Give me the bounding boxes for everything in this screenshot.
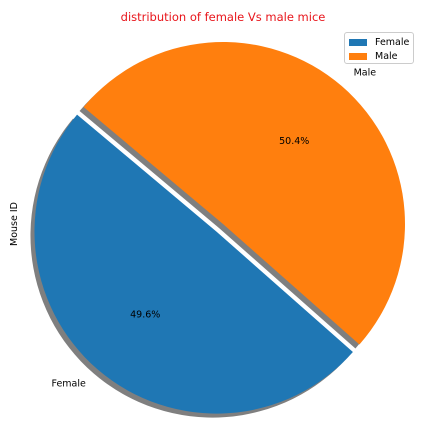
y-axis-label: Mouse ID: [9, 202, 20, 246]
legend-label-male: Male: [375, 50, 398, 62]
pie-percent-label-female: 49.6%: [130, 309, 160, 320]
pie-slices: [34, 42, 405, 414]
legend-item-female: Female: [349, 35, 409, 49]
legend-swatch-female: [349, 38, 367, 46]
legend-item-male: Male: [349, 49, 409, 63]
chart-title: distribution of female Vs male mice: [121, 10, 326, 24]
pie-slice-female: [34, 114, 353, 414]
pie-percent-label-male: 50.4%: [279, 136, 309, 147]
pie-slice-male: [83, 42, 405, 345]
legend-label-female: Female: [375, 36, 410, 48]
legend-swatch-male: [349, 52, 367, 60]
pie-category-label-male: Male: [354, 67, 377, 78]
pie-labels: 49.6% Female 50.4% Male: [52, 67, 377, 389]
pie-category-label-female: Female: [52, 378, 87, 389]
legend: Female Male: [344, 32, 414, 64]
